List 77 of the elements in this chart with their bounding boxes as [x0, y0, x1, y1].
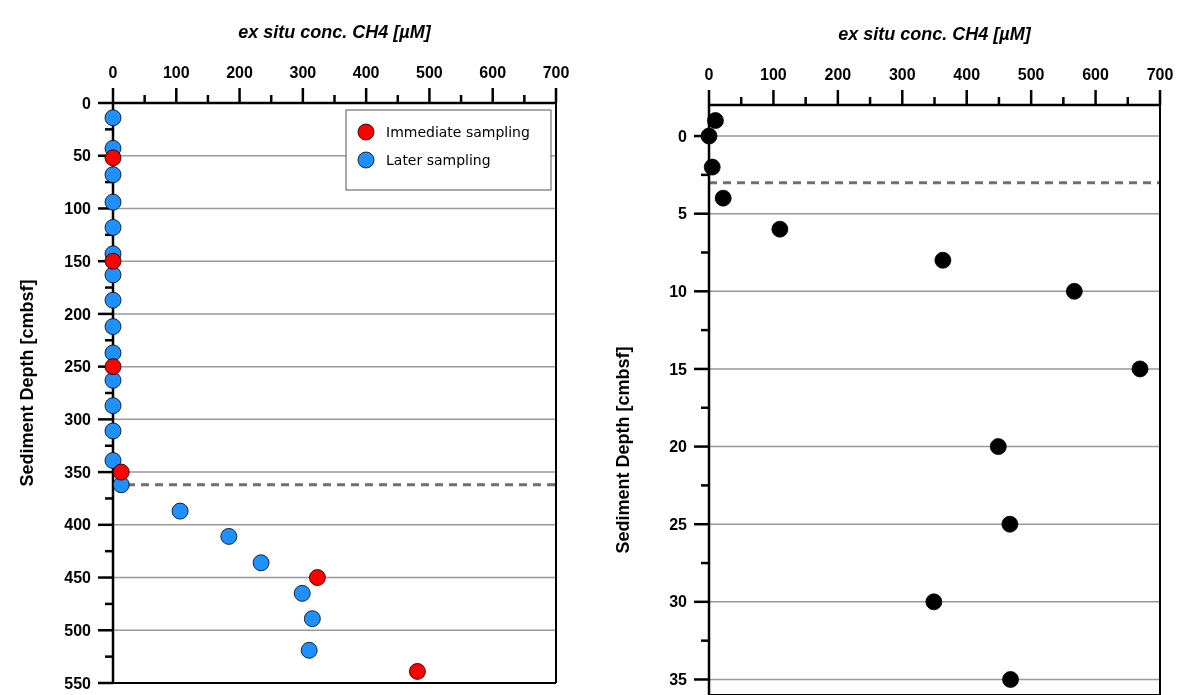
y-tick-label: 35: [669, 671, 688, 689]
y-tick-label: 200: [64, 305, 92, 323]
point: [104, 291, 122, 309]
y-tick-label: 550: [64, 674, 92, 692]
x-tick-label: 0: [108, 64, 118, 81]
x-tick-label: 100: [760, 66, 787, 83]
x-tick-label: 700: [1146, 66, 1174, 83]
point: [934, 251, 952, 269]
point: [300, 641, 318, 659]
x-axis-title: ex situ conc. CH4 [µM]: [238, 22, 432, 42]
point: [104, 358, 122, 376]
y-tick-label: 20: [669, 438, 688, 456]
point: [104, 344, 122, 362]
point: [309, 569, 326, 586]
point: [989, 438, 1007, 455]
y-tick-label: 300: [64, 410, 92, 428]
x-tick-label: 700: [542, 64, 570, 81]
y-tick-label: 25: [669, 515, 688, 533]
x-tick-label: 0: [704, 66, 714, 83]
point: [104, 252, 122, 270]
x-tick-label: 500: [1017, 66, 1045, 83]
point: [104, 109, 122, 127]
point: [220, 528, 238, 545]
point: [104, 452, 122, 469]
point: [104, 193, 122, 211]
point: [104, 166, 122, 184]
legend-label: Immediate sampling: [386, 123, 530, 140]
x-tick-label: 500: [416, 64, 443, 81]
point: [703, 158, 721, 176]
x-tick-label: 400: [352, 64, 380, 81]
y-tick-label: 350: [64, 463, 92, 481]
point: [771, 220, 789, 238]
y-axis-title: Sediment Depth [cmbsf]: [17, 279, 37, 487]
y-tick-label: 250: [64, 358, 92, 376]
point: [104, 422, 122, 440]
point: [303, 610, 321, 628]
y-tick-label: 5: [678, 205, 688, 223]
point: [1002, 671, 1019, 688]
point: [104, 149, 122, 167]
x-tick-label: 200: [824, 66, 852, 83]
point: [104, 219, 122, 236]
y-tick-label: 150: [64, 252, 92, 270]
point: [112, 463, 130, 481]
x-tick-label: 300: [888, 66, 916, 83]
y-tick-label: 450: [64, 569, 92, 587]
y-tick-label: 400: [64, 516, 92, 534]
y-tick-label: 50: [73, 147, 92, 165]
y-axis-title: Sediment Depth [cmbsf]: [613, 346, 633, 554]
y-tick-label: 500: [64, 621, 92, 639]
point: [707, 112, 724, 129]
y-tick-label: 15: [669, 360, 688, 378]
point: [1065, 282, 1083, 300]
x-tick-label: 200: [226, 64, 254, 81]
point: [104, 318, 122, 335]
point: [925, 593, 943, 611]
legend-label: Later sampling: [386, 151, 491, 168]
x-tick-label: 300: [289, 64, 317, 81]
x-tick-label: 600: [1082, 66, 1110, 83]
point: [252, 554, 270, 572]
y-tick-label: 0: [82, 94, 92, 112]
y-tick-label: 100: [64, 200, 92, 218]
point: [104, 397, 122, 415]
x-tick-label: 400: [953, 66, 981, 83]
y-tick-label: 30: [669, 593, 688, 611]
point: [714, 189, 732, 207]
point: [1001, 515, 1019, 533]
point: [171, 502, 189, 520]
point: [104, 266, 122, 284]
x-tick-label: 100: [162, 64, 190, 81]
y-tick-label: 10: [669, 282, 688, 300]
point: [1131, 360, 1149, 378]
point: [700, 127, 718, 145]
x-axis-title: ex situ conc. CH4 [µM]: [838, 24, 1032, 44]
x-tick-label: 600: [479, 64, 507, 81]
point: [409, 663, 426, 680]
y-tick-label: 0: [678, 127, 688, 145]
point: [293, 584, 311, 602]
